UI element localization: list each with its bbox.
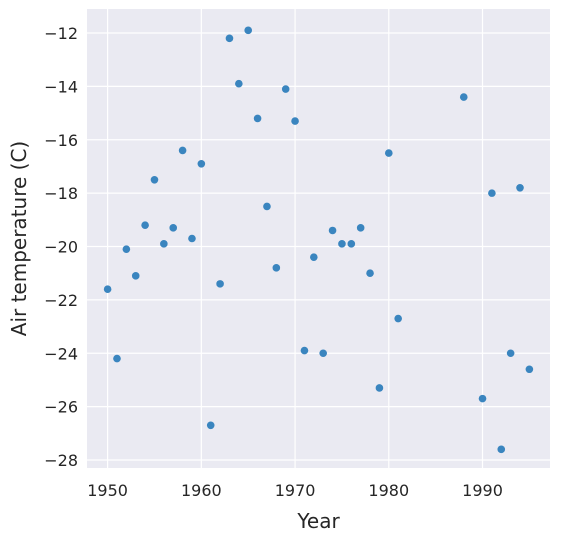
data-point [310, 253, 318, 261]
data-point [525, 365, 534, 374]
data-point [235, 79, 243, 88]
data-point [113, 354, 121, 363]
y-tick-label: −22 [44, 291, 78, 310]
data-point [356, 224, 365, 232]
data-point [291, 117, 299, 125]
y-axis-label: Air temperature (C) [7, 141, 31, 336]
data-point [103, 285, 112, 294]
y-tick-labels: −28 −26 −24 −22 −20 −18 −16 −14 −12 [44, 24, 78, 470]
x-tick-label: 1950 [87, 481, 128, 500]
data-point [216, 280, 224, 288]
data-point [384, 149, 393, 157]
data-point [169, 224, 178, 232]
data-point [497, 445, 506, 454]
data-point [253, 114, 262, 123]
data-point [328, 226, 337, 235]
y-tick-label: −14 [44, 77, 78, 96]
x-tick-label: 1970 [275, 481, 316, 500]
data-point [188, 234, 196, 243]
data-point [263, 202, 271, 211]
y-tick-label: −26 [44, 398, 78, 417]
y-tick-label: −24 [44, 344, 78, 363]
x-tick-labels: 1950 1960 1970 1980 1990 [87, 481, 503, 500]
data-point [141, 221, 149, 229]
y-tick-label: −28 [44, 451, 78, 470]
data-point [459, 93, 468, 101]
y-tick-label: −20 [44, 238, 78, 257]
y-tick-label: −12 [44, 24, 78, 43]
x-tick-label: 1960 [181, 481, 222, 500]
data-point [300, 346, 309, 355]
y-tick-label: −18 [44, 184, 78, 203]
data-point [131, 272, 140, 280]
x-tick-label: 1990 [462, 481, 503, 500]
data-point [338, 240, 346, 248]
data-point [347, 240, 356, 248]
data-point [225, 34, 234, 43]
data-point [506, 349, 515, 358]
gridlines [87, 9, 550, 468]
data-points [103, 26, 534, 454]
data-point [122, 245, 131, 253]
data-point [375, 384, 384, 392]
data-point [197, 159, 206, 168]
data-point [244, 26, 253, 35]
data-point [394, 314, 402, 323]
data-point [150, 175, 159, 184]
y-tick-label: −16 [44, 131, 78, 150]
data-point [319, 349, 327, 358]
data-point [366, 269, 374, 277]
data-point [478, 394, 487, 403]
x-axis-label: Year [296, 509, 340, 533]
data-point [206, 421, 215, 430]
data-point [272, 264, 281, 272]
data-point [516, 183, 524, 192]
data-point [160, 240, 168, 248]
data-point [281, 85, 290, 93]
x-tick-label: 1980 [368, 481, 409, 500]
plot-area [87, 9, 550, 468]
data-point [178, 146, 187, 155]
data-point [488, 189, 496, 197]
